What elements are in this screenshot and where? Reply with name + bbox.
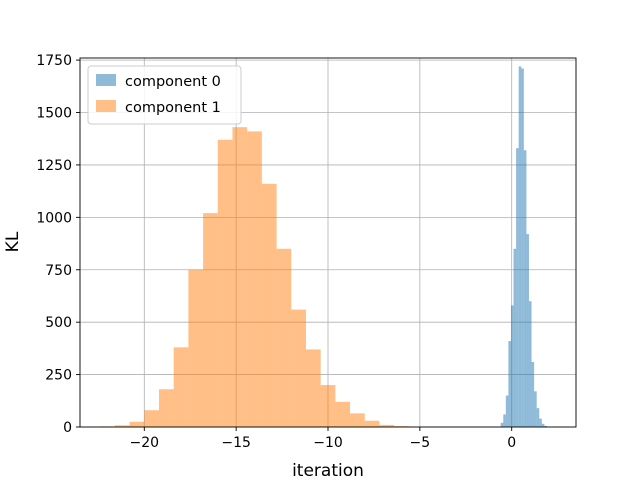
y-tick-label: 1500	[36, 106, 72, 122]
bar-component-0	[510, 305, 514, 427]
bar-component-1	[158, 389, 174, 427]
y-tick-label: 750	[45, 263, 72, 279]
bar-component-0	[500, 422, 504, 427]
x-tick-label: −10	[313, 435, 343, 451]
legend-label-component-0: component 0	[125, 74, 221, 90]
legend-swatch-component-1	[96, 100, 116, 112]
bar-component-1	[232, 127, 248, 427]
bar-component-0	[534, 391, 537, 427]
y-tick-label: 500	[45, 315, 72, 331]
x-tick-label: −15	[221, 435, 251, 451]
ticks: −20 −15 −10 −5 0 0 250 500 750 1000 1250 1500 1750	[36, 53, 516, 451]
bar-component-1	[350, 413, 365, 427]
bar-component-1	[379, 424, 395, 427]
bar-component-1	[276, 248, 292, 427]
y-tick-label: 1000	[36, 210, 72, 226]
bar-component-1	[188, 269, 204, 427]
y-tick-label: 1250	[36, 158, 72, 174]
bar-component-1	[144, 410, 159, 427]
y-axis-label: KL	[3, 231, 23, 252]
legend-label-component-1: component 1	[125, 100, 221, 116]
bar-component-0	[521, 68, 524, 427]
legend: component 0 component 1	[87, 65, 242, 125]
y-tick-label: 0	[63, 420, 72, 436]
bar-component-1	[261, 183, 277, 427]
bar-component-1	[364, 420, 380, 427]
x-axis-label: iteration	[292, 461, 364, 480]
bar-component-0	[531, 362, 535, 427]
bar-component-1	[173, 347, 189, 427]
bar-component-0	[518, 66, 522, 428]
bar-component-1	[114, 425, 130, 427]
y-tick-label: 250	[45, 368, 72, 384]
bar-component-0	[536, 408, 540, 427]
bar-component-0	[539, 418, 542, 427]
bar-component-0	[516, 148, 519, 427]
bar-component-1	[247, 131, 262, 427]
bar-component-1	[335, 401, 351, 427]
legend-box	[87, 65, 242, 125]
bar-component-1	[203, 213, 218, 427]
bar-component-0	[541, 423, 545, 427]
bar-component-0	[526, 234, 529, 427]
bar-component-0	[523, 150, 527, 427]
x-tick-label: −5	[410, 435, 431, 451]
bar-component-1	[129, 421, 145, 427]
legend-swatch-component-0	[96, 74, 116, 86]
bar-component-0	[503, 414, 506, 427]
bar-component-0	[544, 425, 547, 427]
y-tick-label: 1750	[36, 53, 72, 69]
bar-component-1	[305, 349, 321, 427]
bar-component-1	[320, 385, 336, 427]
bars	[100, 66, 547, 428]
bar-component-1	[217, 139, 233, 428]
bar-component-0	[513, 248, 517, 427]
bar-component-1	[291, 309, 306, 427]
bar-component-0	[508, 341, 511, 427]
bar-component-0	[505, 395, 509, 427]
x-tick-label: −20	[130, 435, 160, 451]
bar-component-0	[528, 301, 532, 427]
x-tick-label: 0	[507, 435, 516, 451]
